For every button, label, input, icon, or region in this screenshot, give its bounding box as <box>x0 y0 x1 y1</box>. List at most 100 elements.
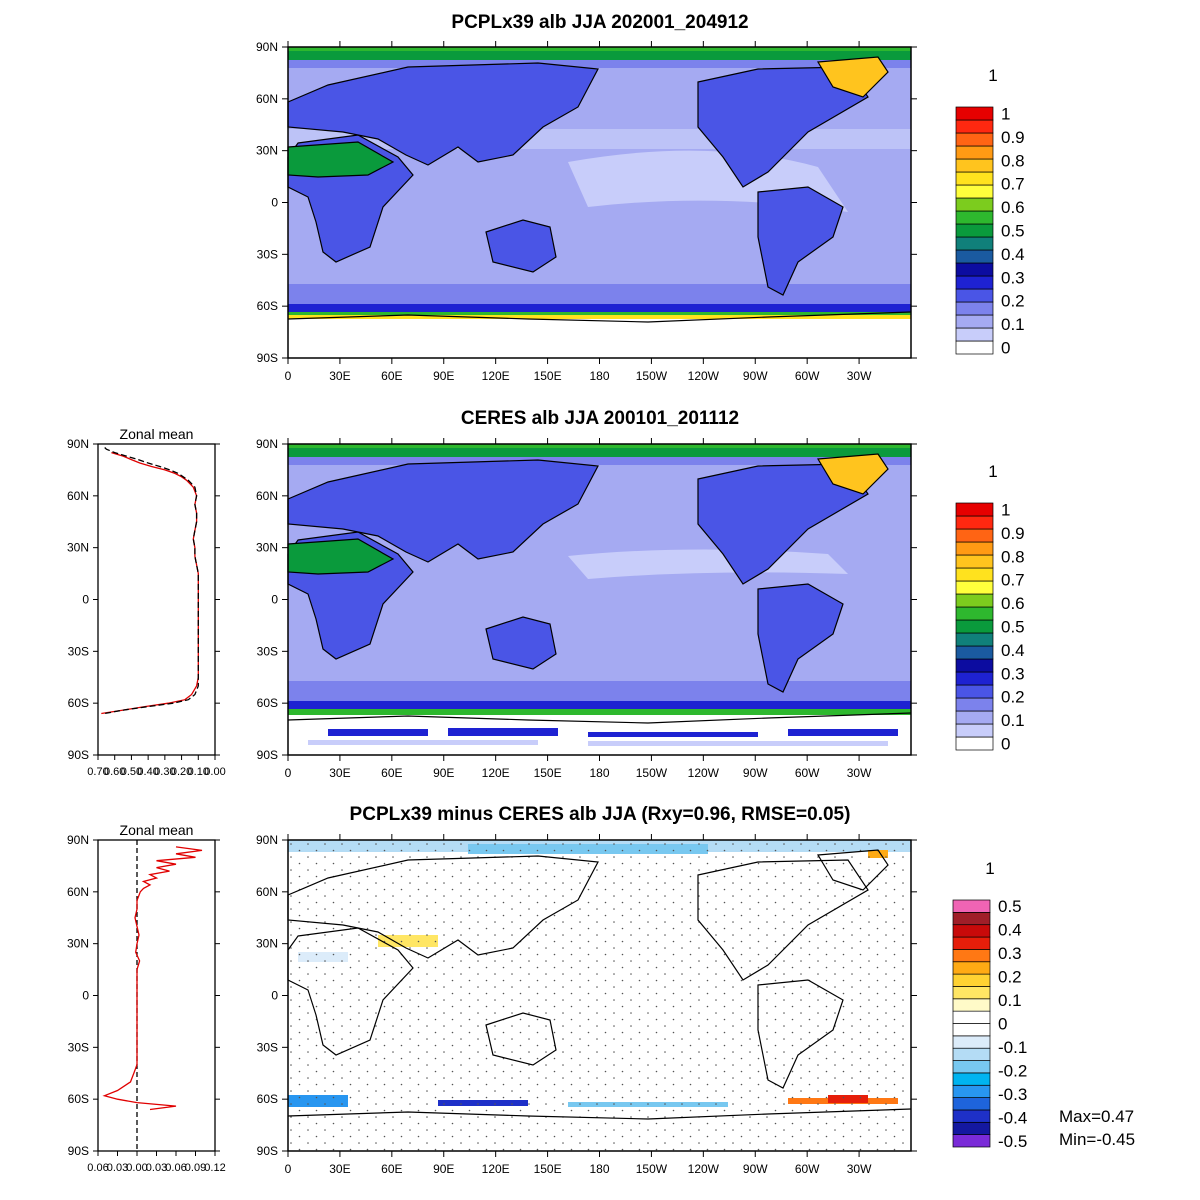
continent-eurasia <box>287 855 599 959</box>
x-tick-label: 60W <box>795 369 820 383</box>
zonal-series-line <box>102 846 203 1111</box>
continent-greenland <box>816 849 889 891</box>
x-tick-label: 180 <box>589 1162 609 1176</box>
x-tick-label: 150E <box>534 1162 562 1176</box>
colorbar-box <box>955 288 994 303</box>
x-tick-label: 90E <box>433 369 454 383</box>
x-tick-label: 120E <box>482 1162 510 1176</box>
colorbar-box <box>955 171 994 186</box>
y-axis: 90N 60N 30N 0 30S 60S 90S <box>256 437 917 762</box>
zonal-y-tick-label: 60S <box>68 696 89 710</box>
y-tick-label: 30S <box>257 644 278 658</box>
zonal-x-tick-label: 0.10 <box>188 766 209 778</box>
y-tick-label: 0 <box>271 196 278 210</box>
colorbar-label: 0.3 <box>998 944 1022 963</box>
zonal-y-tick-label: 60N <box>67 885 89 899</box>
zonal-x-tick-label: 0.60 <box>104 766 125 778</box>
colorbar-box <box>952 949 991 963</box>
zonal-x-tick-label: 0.70 <box>87 766 108 778</box>
x-tick-label: 180 <box>589 766 609 780</box>
colorbar-label: 0.8 <box>1001 547 1025 566</box>
colorbar-box <box>955 697 994 712</box>
x-tick-label: 30E <box>329 766 350 780</box>
panel-diff-map: PCPLx39 minus CERES alb JJA (Rxy=0.96, R… <box>67 804 1135 1176</box>
colorbar-box <box>955 340 994 355</box>
colorbar-box <box>955 541 994 556</box>
zonal-y-tick-label: 30N <box>67 937 89 951</box>
colorbar: 10.5 0.4 0.3 0.2 0.1 0 -0.1 -0.2 -0.3 -0.4 -0.5 <box>952 859 1027 1151</box>
y-tick-label: 30N <box>256 144 278 158</box>
y-tick-label: 90N <box>256 40 278 54</box>
x-tick-label: 180 <box>589 369 609 383</box>
y-axis: 90N 60N 30N 0 30S 60S 90S <box>256 833 917 1158</box>
zonal-x-tick-label: 0.00 <box>126 1162 147 1174</box>
continent-antarctica <box>287 1108 912 1120</box>
x-tick-label: 120E <box>482 766 510 780</box>
continent-antarctica <box>287 311 912 323</box>
y-tick-label: 60S <box>257 696 278 710</box>
x-axis: 0 30E 60E 90E 120E 150E 180 150W 120W 90W 60W 30W <box>285 41 872 383</box>
antarctic-patch <box>308 740 538 745</box>
zonal-x-tick-label: 0.09 <box>185 1162 206 1174</box>
y-tick-label: 60S <box>257 1092 278 1106</box>
colorbar-label: 0.5 <box>1001 618 1025 637</box>
colorbar-box <box>952 1047 991 1061</box>
antarctic-patches <box>308 728 898 746</box>
colorbar-box <box>955 502 994 517</box>
colorbar-box <box>952 936 991 950</box>
colorbar-header: 1 <box>988 66 997 85</box>
zonal-x-tick-label: 0.50 <box>121 766 142 778</box>
continent-australia <box>485 616 557 670</box>
continent-south-america <box>757 186 844 296</box>
zonal-series-line <box>104 447 199 715</box>
antarctic-patch <box>588 741 888 746</box>
colorbar-box <box>955 132 994 147</box>
x-tick-label: 30W <box>847 369 872 383</box>
colorbar-label: 0.7 <box>1001 571 1025 590</box>
y-tick-label: 30S <box>257 247 278 261</box>
arctic-band <box>288 47 911 51</box>
zonal-y-tick-label: 90S <box>68 1144 89 1158</box>
zonal-y-tick-label: 0 <box>82 989 89 1003</box>
colorbar-label: -0.3 <box>998 1085 1027 1104</box>
arctic-band <box>288 60 911 68</box>
x-tick-label: 90W <box>743 1162 768 1176</box>
antarctic-patch <box>788 729 898 736</box>
colorbar-label: 0.9 <box>1001 524 1025 543</box>
colorbar-box <box>952 924 991 938</box>
y-tick-label: 90S <box>257 351 278 365</box>
continent-eurasia <box>287 459 599 563</box>
x-tick-label: 60W <box>795 1162 820 1176</box>
colorbar-box <box>952 1035 991 1049</box>
colorbar-label: 0.4 <box>1001 245 1025 264</box>
colorbar-header: 1 <box>985 859 994 878</box>
x-tick-label: 0 <box>285 369 292 383</box>
colorbar-label: 0.5 <box>1001 222 1025 241</box>
southern-ocean-band <box>288 709 911 715</box>
y-tick-label: 60N <box>256 489 278 503</box>
x-tick-label: 30E <box>329 369 350 383</box>
y-tick-label: 0 <box>271 989 278 1003</box>
continent-north-america <box>697 66 869 188</box>
colorbar-header: 1 <box>988 462 997 481</box>
colorbar-box <box>955 197 994 212</box>
zonal-x-tick-label: 0.00 <box>204 766 225 778</box>
colorbar-label: 0 <box>1001 735 1010 754</box>
colorbar-box <box>955 658 994 673</box>
zonal-x-tick-label: 0.06 <box>165 1162 186 1174</box>
colorbar-box <box>955 645 994 660</box>
map-plot: 0 30E 60E 90E 120E 150E 180 150W 120W 90W 60W 30W 9… <box>256 437 917 780</box>
southern-ocean-band <box>288 701 911 709</box>
zonal-title: Zonal mean <box>120 822 194 838</box>
colorbar-label: 0.3 <box>1001 664 1025 683</box>
panel-title: CERES alb JJA 200101_201112 <box>461 408 739 429</box>
y-tick-label: 60N <box>256 92 278 106</box>
zonal-y-tick-label: 30S <box>68 644 89 658</box>
zonal-y-tick-label: 0 <box>82 593 89 607</box>
colorbar-box <box>955 301 994 316</box>
x-tick-label: 90W <box>743 369 768 383</box>
colorbar-label: 0.3 <box>1001 268 1025 287</box>
colorbar-box <box>955 723 994 738</box>
colorbar-box <box>955 528 994 543</box>
colorbar-box <box>952 1023 991 1037</box>
